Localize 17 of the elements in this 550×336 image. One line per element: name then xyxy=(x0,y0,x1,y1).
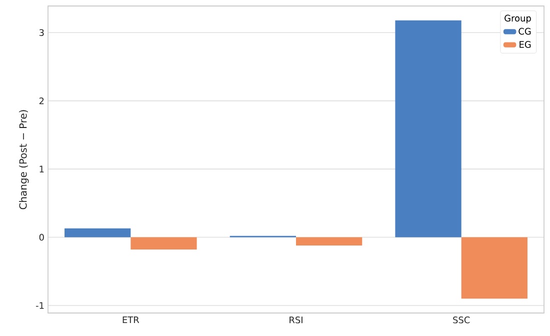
bar xyxy=(461,237,528,299)
bar xyxy=(64,228,131,238)
bar xyxy=(296,237,362,246)
bar xyxy=(130,237,197,250)
y-axis-title: Change (Post − Pre) xyxy=(19,110,29,210)
legend-title: Group xyxy=(504,14,531,24)
x-tick-label: RSI xyxy=(290,316,302,324)
y-tick-label: -1 xyxy=(36,302,44,309)
y-tick-label: 3 xyxy=(39,29,44,36)
x-tick-label: SSC xyxy=(453,316,470,324)
y-tick-label: 0 xyxy=(39,234,44,241)
bar xyxy=(395,20,462,238)
x-tick-label: ETR xyxy=(122,316,140,324)
legend-label: EG xyxy=(520,41,531,48)
y-tick-label: 1 xyxy=(40,166,44,172)
y-tick-label: 2 xyxy=(39,98,44,104)
legend-label: CG xyxy=(518,28,531,35)
